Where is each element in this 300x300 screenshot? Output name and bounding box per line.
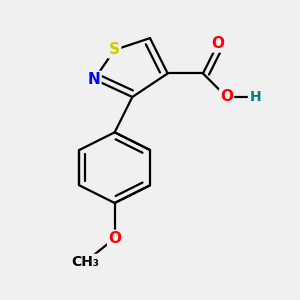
Text: S: S: [109, 42, 120, 57]
Text: O: O: [108, 231, 121, 246]
Text: N: N: [88, 72, 100, 87]
Text: O: O: [220, 89, 233, 104]
Text: O: O: [211, 37, 224, 52]
Text: H: H: [250, 90, 262, 104]
Text: CH₃: CH₃: [71, 255, 99, 269]
